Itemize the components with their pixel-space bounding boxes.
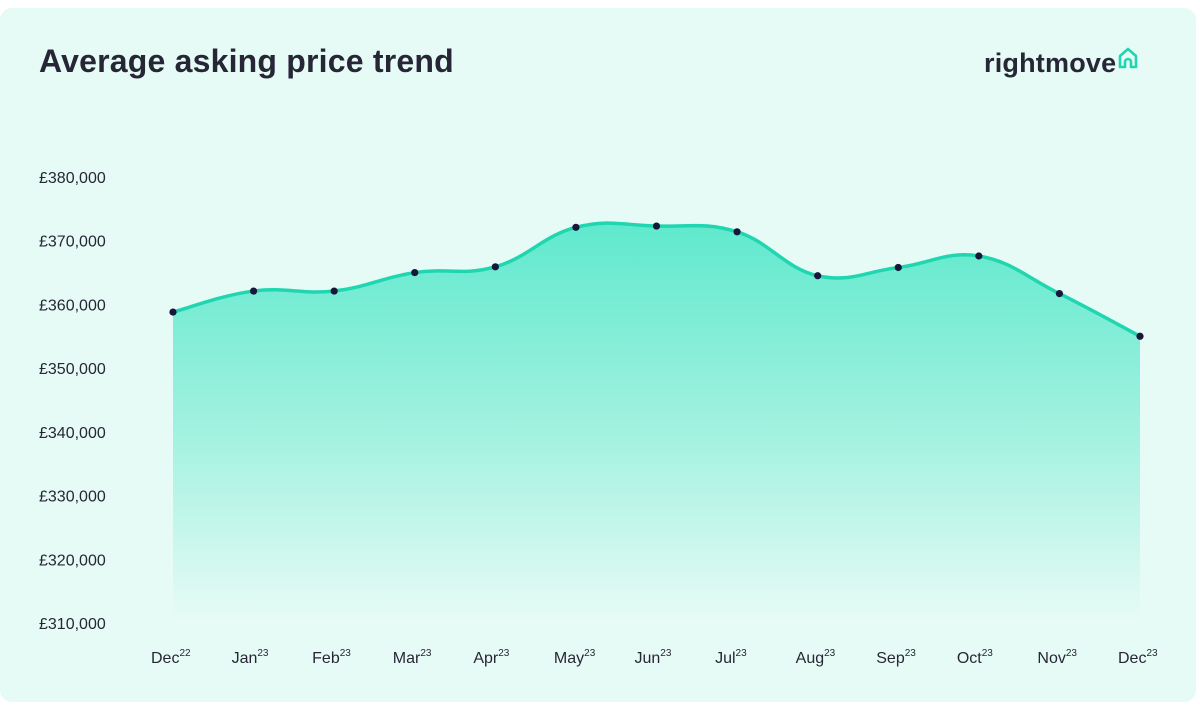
data-point[interactable]: [894, 263, 902, 272]
x-tick-year: 23: [1146, 648, 1158, 659]
data-point[interactable]: [169, 308, 177, 316]
x-tick-label: Nov23: [1037, 648, 1077, 667]
x-tick-month: May: [554, 650, 584, 667]
x-tick-label: Aug23: [796, 648, 836, 667]
x-tick-month: Nov: [1037, 650, 1065, 667]
rightmove-logo[interactable]: rightmove: [984, 47, 1139, 84]
data-point[interactable]: [1136, 332, 1144, 340]
x-tick-year: 23: [824, 648, 836, 659]
y-tick-label: £310,000: [39, 616, 106, 633]
x-tick-month: Feb: [312, 650, 340, 667]
x-tick-label: Sep23: [876, 648, 916, 667]
y-tick-label: £350,000: [39, 361, 106, 378]
data-point[interactable]: [814, 272, 822, 280]
x-tick-month: Mar: [393, 650, 421, 667]
data-point[interactable]: [572, 223, 580, 231]
x-tick-year: 23: [982, 648, 994, 659]
x-tick-label: Dec23: [1118, 648, 1158, 667]
x-tick-label: May23: [554, 648, 596, 667]
y-tick-label: £340,000: [39, 425, 106, 442]
x-tick-year: 23: [736, 648, 748, 659]
x-tick-month: Apr: [473, 650, 499, 667]
x-tick-label: Jan23: [232, 648, 269, 667]
y-tick-label: £380,000: [39, 170, 106, 187]
price-area: [173, 223, 1140, 624]
y-tick-label: £370,000: [39, 234, 106, 251]
y-tick-label: £330,000: [39, 489, 106, 506]
x-tick-month: Dec: [1118, 650, 1146, 667]
data-point[interactable]: [733, 228, 741, 236]
x-tick-label: Mar23: [393, 648, 432, 667]
x-tick-year: 23: [420, 648, 432, 659]
house-outline-icon: [1119, 47, 1138, 69]
chart-title: Average asking price trend: [39, 43, 454, 79]
data-point[interactable]: [411, 268, 419, 277]
x-axis: Dec22 Jan23 Feb23 Mar23 Apr23 May23 Jun23 Jul23…: [151, 648, 1158, 667]
x-tick-year: 23: [660, 648, 672, 659]
x-tick-label: Feb23: [312, 648, 351, 667]
x-tick-month: Sep: [876, 650, 905, 667]
y-axis: £380,000 £370,000 £360,000 £350,000 £340,000…: [39, 170, 106, 633]
data-point[interactable]: [491, 263, 499, 271]
data-point[interactable]: [975, 252, 983, 260]
y-tick-label: £360,000: [39, 297, 106, 314]
x-tick-label: Jul23: [715, 648, 747, 667]
x-tick-label: Dec22: [151, 648, 191, 667]
y-tick-label: £320,000: [39, 552, 106, 569]
x-tick-month: Jul: [715, 650, 735, 667]
x-tick-year: 23: [1066, 648, 1078, 659]
x-tick-label: Apr23: [473, 648, 509, 667]
x-tick-month: Dec: [151, 650, 179, 667]
x-tick-label: Jun23: [635, 648, 672, 667]
data-point[interactable]: [1055, 289, 1064, 298]
logo-text: rightmove: [984, 48, 1117, 78]
x-tick-year: 22: [179, 648, 191, 659]
x-tick-year: 23: [498, 648, 510, 659]
data-point[interactable]: [249, 287, 258, 295]
x-tick-year: 23: [340, 648, 352, 659]
x-tick-month: Aug: [796, 650, 824, 667]
data-point[interactable]: [652, 222, 661, 230]
x-tick-month: Oct: [957, 650, 982, 667]
x-tick-year: 23: [905, 648, 917, 659]
data-points: [169, 222, 1144, 340]
x-tick-month: Jun: [635, 650, 661, 667]
x-tick-year: 23: [257, 648, 269, 659]
x-tick-label: Oct23: [957, 648, 993, 667]
data-point[interactable]: [330, 287, 338, 295]
x-tick-year: 23: [584, 648, 596, 659]
x-tick-month: Jan: [232, 650, 258, 667]
